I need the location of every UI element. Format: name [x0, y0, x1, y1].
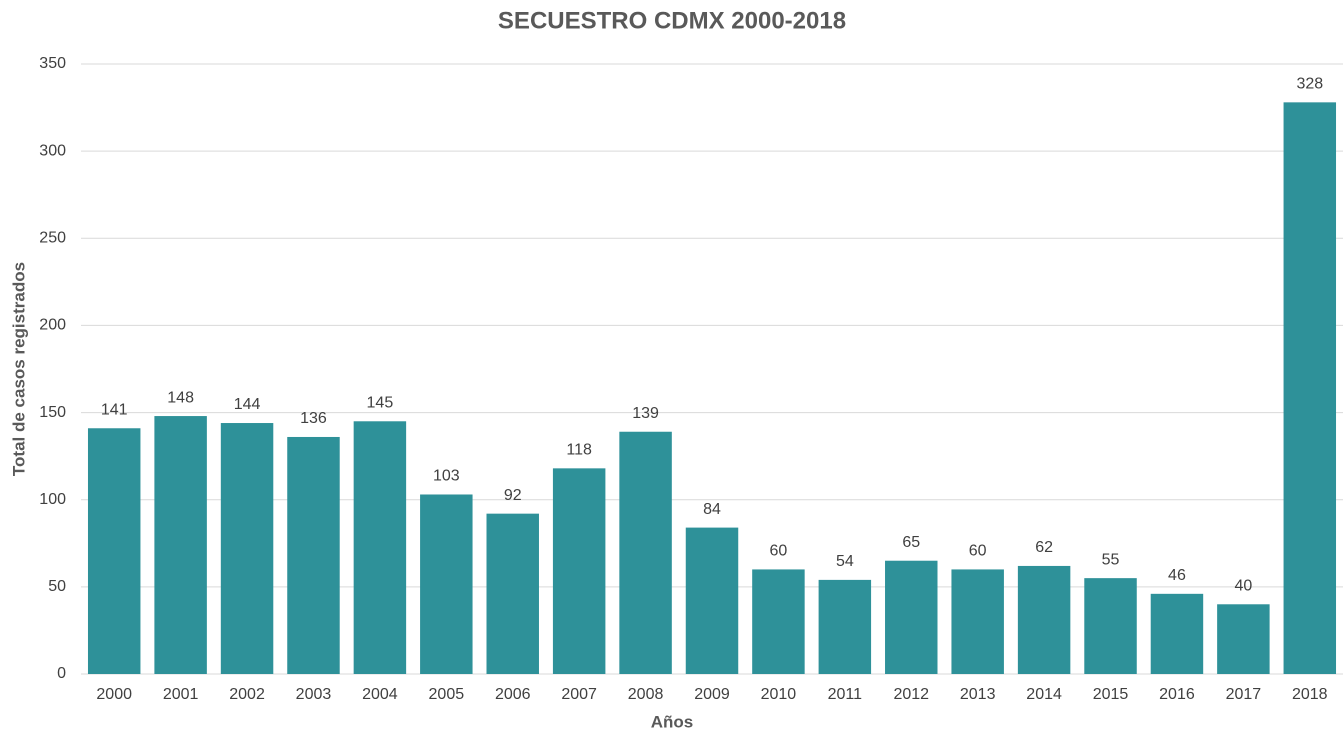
y-tick-label: 50 — [48, 578, 66, 595]
y-tick-label: 200 — [39, 317, 66, 334]
data-label: 84 — [703, 501, 721, 518]
bar — [220, 423, 274, 674]
bar — [1217, 604, 1270, 674]
bar — [818, 579, 872, 674]
data-label: 141 — [101, 401, 128, 418]
bar — [1017, 565, 1071, 674]
data-label: 62 — [1035, 539, 1053, 556]
x-tick-label: 2008 — [628, 686, 664, 703]
data-label: 60 — [770, 543, 788, 560]
y-tick-label: 150 — [39, 404, 66, 421]
y-tick-label: 100 — [39, 491, 66, 508]
x-tick-label: 2012 — [893, 686, 929, 703]
x-tick-label: 2013 — [960, 686, 996, 703]
bar — [1283, 102, 1337, 675]
x-tick-label: 2010 — [761, 686, 797, 703]
x-tick-label: 2009 — [694, 686, 730, 703]
x-tick-label: 2002 — [229, 686, 265, 703]
data-label: 40 — [1234, 578, 1252, 595]
data-label: 145 — [367, 395, 394, 412]
data-label: 65 — [902, 534, 920, 551]
bar — [885, 560, 938, 674]
x-tick-label: 2015 — [1093, 686, 1129, 703]
data-label: 103 — [433, 468, 460, 485]
bar — [420, 494, 473, 674]
x-tick-label: 2001 — [163, 686, 199, 703]
data-label: 144 — [234, 396, 261, 413]
x-tick-label: 2000 — [96, 686, 132, 703]
x-tick-label: 2014 — [1026, 686, 1062, 703]
y-tick-label: 350 — [39, 55, 66, 72]
y-tick-label: 0 — [57, 665, 66, 682]
x-tick-label: 2007 — [561, 686, 597, 703]
x-tick-label: 2005 — [429, 686, 465, 703]
data-label: 54 — [836, 553, 854, 570]
x-axis-title: Años — [651, 712, 694, 731]
bar — [1084, 578, 1137, 674]
data-label: 60 — [969, 543, 987, 560]
bar — [1150, 593, 1204, 674]
data-label: 148 — [167, 389, 194, 406]
bar — [552, 468, 606, 674]
bar — [951, 569, 1004, 674]
x-tick-label: 2004 — [362, 686, 398, 703]
y-tick-label: 300 — [39, 142, 66, 159]
bar — [685, 527, 739, 674]
x-tick-label: 2017 — [1226, 686, 1262, 703]
y-tick-label: 250 — [39, 230, 66, 247]
bar — [287, 436, 340, 674]
bar — [87, 428, 141, 674]
bar — [752, 569, 805, 674]
x-tick-label: 2018 — [1292, 686, 1328, 703]
y-axis-title: Total de casos registrados — [9, 262, 28, 476]
bar — [154, 416, 207, 674]
x-tick-label: 2003 — [296, 686, 332, 703]
x-tick-label: 2016 — [1159, 686, 1195, 703]
data-label: 92 — [504, 487, 522, 504]
data-label: 46 — [1168, 567, 1186, 584]
chart-title: SECUESTRO CDMX 2000-2018 — [498, 7, 846, 34]
data-label: 139 — [632, 405, 659, 422]
bar — [486, 513, 539, 674]
data-label: 328 — [1296, 76, 1323, 93]
data-label: 55 — [1102, 551, 1120, 568]
data-label: 136 — [300, 410, 327, 427]
bar — [619, 431, 672, 674]
bar — [353, 421, 407, 674]
x-tick-label: 2006 — [495, 686, 531, 703]
x-tick-label: 2011 — [828, 686, 863, 703]
data-label: 118 — [566, 442, 592, 459]
